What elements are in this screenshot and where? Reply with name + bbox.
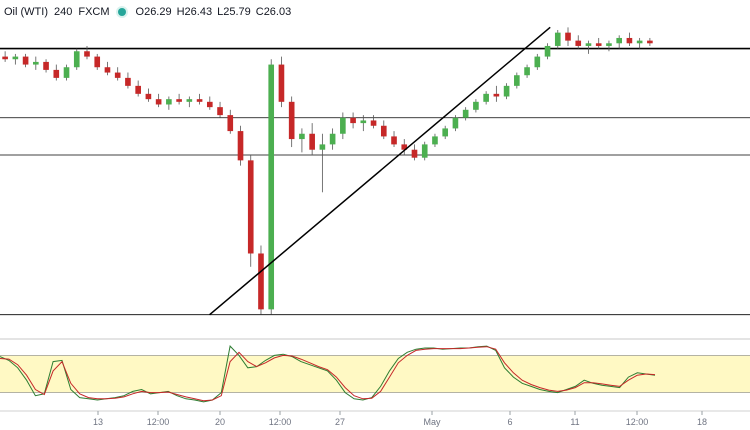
candle-up (636, 40, 643, 44)
stochastic-band (0, 355, 750, 393)
candle-down (350, 117, 356, 124)
time-axis-label: 20 (215, 417, 225, 427)
candle-down (247, 160, 254, 254)
candle-up (503, 85, 510, 97)
timeframe-label[interactable]: 240 (53, 6, 73, 18)
symbol-label[interactable]: Oil (WTI) (4, 6, 48, 18)
candle-up (340, 117, 346, 134)
candle-up (73, 51, 80, 68)
candle-down (411, 149, 418, 158)
time-axis-label: May (423, 417, 441, 427)
candle-up (33, 61, 39, 65)
candle-up (483, 93, 489, 102)
candle-down (288, 101, 295, 140)
candle-down (401, 144, 408, 150)
candle-down (53, 69, 60, 78)
time-axis-label: 13 (93, 417, 103, 427)
low-value: L25.79 (217, 6, 251, 18)
candle-down (125, 77, 131, 86)
candle-up (268, 64, 275, 310)
candle-up (585, 43, 592, 46)
exchange-label: FXCM (78, 6, 110, 18)
candle-up (421, 144, 428, 158)
candle-down (22, 56, 29, 65)
candle-down (84, 51, 90, 57)
market-status-icon (117, 8, 126, 16)
candle-down (258, 253, 264, 310)
close-value: C26.03 (255, 6, 292, 18)
candle-down (626, 37, 633, 44)
candle-up (554, 32, 561, 46)
candle-up (452, 117, 459, 129)
time-axis-label: 11 (570, 417, 579, 427)
candle-down (94, 56, 101, 68)
candle-down (575, 40, 582, 46)
candle-up (606, 43, 612, 46)
candle-down (370, 120, 377, 126)
candle-down (114, 72, 121, 78)
time-axis-label: 18 (697, 417, 707, 427)
candle-down (278, 64, 285, 102)
open-value: O26.29 (135, 6, 172, 18)
time-axis-label: 6 (507, 417, 512, 427)
candle-up (186, 99, 193, 102)
candle-up (299, 133, 305, 140)
candle-down (155, 99, 162, 105)
candle-up (166, 99, 172, 105)
candle-up (462, 109, 469, 118)
candle-down (391, 136, 397, 145)
trendline (209, 26, 551, 316)
time-axis-label: 12:00 (269, 417, 292, 427)
candle-up (442, 128, 449, 137)
candle-down (104, 67, 111, 73)
stochastic-d-line (0, 346, 656, 402)
candle-down (196, 99, 203, 102)
candle-down (176, 99, 182, 102)
candle-up (360, 120, 367, 124)
candle-up (473, 101, 479, 110)
candle-down (217, 107, 223, 116)
candle-down (380, 125, 387, 137)
candle-up (319, 144, 326, 150)
candle-up (12, 56, 19, 60)
candle-down (2, 56, 8, 60)
candle-down (493, 93, 500, 97)
time-axis-label: 12:00 (147, 417, 170, 427)
candle-up (514, 75, 520, 86)
candle-up (329, 133, 336, 145)
candle-down (309, 133, 315, 150)
time-axis-label: 27 (335, 417, 345, 427)
candle-down (227, 115, 234, 132)
time-axis-label: 12:00 (626, 417, 649, 427)
high-value: H26.43 (176, 6, 213, 18)
legend: Oil (WTI) 240 FXCM O26.29 H26.43 L25.79 … (4, 4, 296, 20)
candle-up (524, 67, 530, 76)
candle-up (63, 67, 70, 78)
candle-down (43, 61, 49, 70)
candle-down (595, 43, 602, 46)
candle-down (565, 32, 571, 41)
candle-up (616, 37, 622, 44)
candle-down (135, 85, 141, 94)
candle-down (206, 101, 213, 108)
candle-down (647, 40, 653, 44)
candle-up (432, 136, 438, 145)
candle-down (145, 93, 152, 100)
candle-up (534, 56, 541, 68)
candle-up (544, 45, 551, 57)
candle-down (237, 131, 244, 161)
